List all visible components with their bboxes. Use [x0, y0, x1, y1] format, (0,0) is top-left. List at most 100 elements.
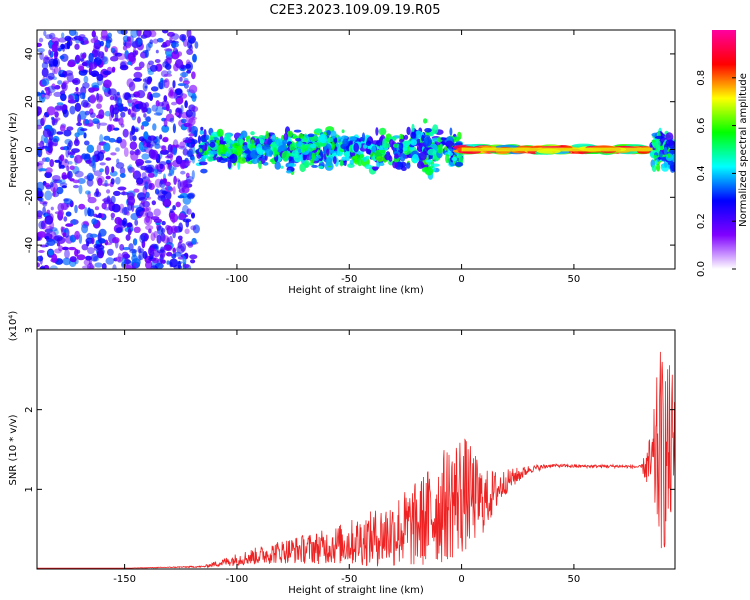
spectrogram-cell — [172, 47, 179, 55]
spectrogram-cell — [371, 166, 379, 170]
spectrogram-cell — [174, 112, 180, 116]
spectrogram-cell — [180, 170, 186, 175]
colorbar-tick-label: 0.4 — [696, 165, 707, 181]
spectrogram-cell — [424, 128, 432, 133]
spectrogram-cell — [147, 246, 155, 256]
spectrogram-cell — [177, 195, 185, 199]
spectrogram-cell — [375, 156, 384, 162]
spectrogram-cell — [342, 138, 349, 147]
spectrogram-cell — [40, 265, 45, 269]
spectrogram-cell — [288, 163, 297, 167]
spectrogram-cell — [162, 178, 167, 185]
spectrogram-cell — [37, 262, 40, 268]
spectrogram-cell — [110, 55, 119, 62]
spectrogram-cell — [69, 105, 76, 115]
spectrogram-cell — [423, 136, 433, 147]
spectrogram-cell — [216, 146, 221, 155]
spectrogram-cell — [388, 155, 393, 162]
spectrogram-cell — [145, 206, 151, 212]
spectrogram-cell — [107, 248, 114, 256]
spectrogram-cell — [427, 148, 437, 156]
spectrogram-cell — [67, 61, 76, 68]
colorbar-label: Normalized spectral amplitude — [738, 73, 749, 227]
spectrogram-cell — [229, 153, 238, 164]
spectrogram-cell — [46, 106, 56, 116]
spectrogram-cell — [311, 152, 316, 160]
spectrogram-cell — [153, 243, 159, 250]
spectrogram-cell — [62, 80, 69, 85]
spectrogram-cell — [141, 153, 150, 160]
spectrogram-cell — [310, 158, 315, 164]
spectrogram-cell — [105, 257, 115, 265]
spectrogram-cell — [318, 133, 328, 144]
spectrogram-cell — [358, 153, 365, 158]
spectrogram-cell — [90, 38, 99, 44]
spectrogram-cell — [180, 181, 188, 190]
spectrogram-cell — [147, 172, 155, 178]
spectrogram-cell — [171, 101, 177, 106]
spectrogram-cell — [172, 123, 176, 134]
spectrogram-cell — [37, 181, 45, 192]
spectrogram-cell — [87, 196, 97, 204]
spectrogram-cell — [133, 71, 143, 79]
spectrogram-cell — [186, 193, 195, 200]
spectrogram-cell — [135, 158, 145, 166]
spectrogram-cell — [50, 206, 54, 211]
y-tick-label: -40 — [24, 237, 35, 253]
spectrogram-cell — [145, 215, 151, 223]
spectrogram-cell — [91, 237, 95, 245]
spectrogram-cell — [62, 109, 69, 118]
spectrogram-cell — [129, 141, 138, 150]
spectrogram-cell — [48, 213, 54, 222]
y-tick-label: 1 — [24, 486, 35, 492]
spectrogram-cell — [111, 203, 121, 213]
spectrogram-cell — [440, 137, 447, 141]
spectrogram-cell — [127, 222, 133, 228]
spectrogram-cell — [165, 63, 172, 70]
spectrogram-cell — [81, 224, 89, 234]
spectrogram-cell — [160, 79, 168, 83]
spectrogram-cell — [96, 144, 102, 153]
spectrogram-cell — [96, 93, 103, 103]
spectrogram-cell — [133, 188, 140, 193]
spectrogram-cell — [52, 175, 61, 182]
spectrogram-cell — [286, 170, 292, 174]
spectrogram-cell — [90, 70, 100, 77]
spectrogram-cell — [89, 94, 97, 104]
spectrogram-cell — [153, 218, 163, 223]
spectrogram-cell — [401, 166, 407, 171]
spectrogram-cell — [52, 68, 56, 75]
spectrogram-cell — [363, 144, 368, 149]
spectrogram-cell — [151, 92, 161, 98]
spectrogram-cell — [81, 153, 88, 160]
spectrogram-cell — [185, 172, 190, 179]
spectrogram-cell — [264, 148, 273, 157]
spectrogram-cell — [311, 164, 318, 168]
spectrogram-cell — [59, 182, 68, 187]
spectrogram-cell — [47, 249, 54, 256]
spectrogram-cell — [97, 212, 102, 219]
spectrogram-cell — [175, 144, 180, 148]
spectrogram-cell — [364, 164, 372, 170]
spectrogram-cell — [445, 153, 450, 164]
spectrogram-cell — [76, 122, 82, 127]
spectrogram-cell — [118, 105, 125, 112]
spectrogram-cell — [365, 140, 372, 146]
x-tick-label: 50 — [568, 574, 581, 585]
spectrogram-cell — [99, 134, 104, 144]
spectrogram-cell — [444, 145, 448, 152]
spectrogram-cell — [415, 130, 422, 139]
spectrogram-cell — [200, 155, 207, 160]
spectrogram-cell — [144, 181, 149, 191]
spectrogram-cell — [153, 208, 161, 217]
snr-y-ticks: 1 2 3 — [24, 327, 675, 493]
spectrogram-cell — [238, 135, 243, 140]
spectrogram-cell — [219, 135, 224, 145]
spectrogram-cell — [91, 155, 96, 164]
spectrogram-cell — [67, 150, 71, 156]
spectrogram-cell — [116, 30, 126, 35]
spectrogram-cell — [281, 150, 290, 161]
spectrogram-cell — [142, 82, 148, 92]
spectrogram-cell — [145, 225, 154, 231]
y-tick-label: -20 — [24, 189, 35, 205]
